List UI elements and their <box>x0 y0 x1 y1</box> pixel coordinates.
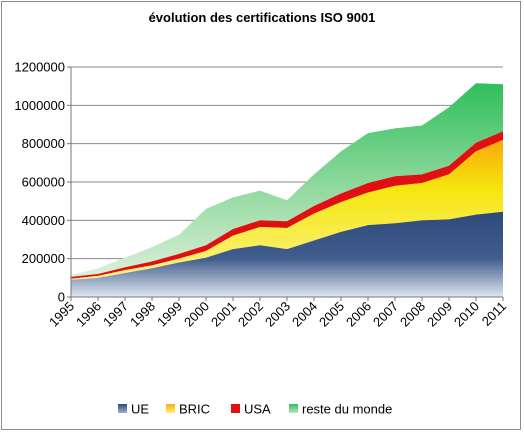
x-tick-label: 2002 <box>235 299 266 330</box>
area-bric <box>71 139 503 280</box>
legend-swatch <box>289 404 298 413</box>
x-tick-label: 1996 <box>73 299 104 330</box>
x-tick-label: 1999 <box>154 299 185 330</box>
y-tick-label: 400000 <box>22 213 65 228</box>
x-tick-label: 2005 <box>316 299 347 330</box>
area-ue <box>71 211 503 297</box>
area-reste-du-monde <box>71 83 503 277</box>
x-tick-label: 2003 <box>262 299 293 330</box>
legend-label: reste du monde <box>302 402 392 417</box>
x-tick-label: 1997 <box>100 299 131 330</box>
x-tick-label: 2006 <box>343 299 374 330</box>
legend: UE BRIC USA reste du monde <box>118 402 392 417</box>
x-tick-label: 2000 <box>181 299 212 330</box>
y-tick-label: 600000 <box>22 175 65 190</box>
y-tick-label: 1000000 <box>14 98 65 113</box>
legend-label: UE <box>131 402 149 417</box>
y-tick-label: 200000 <box>22 251 65 266</box>
x-tick-label: 1995 <box>46 299 77 330</box>
x-tick-label: 2010 <box>451 299 482 330</box>
y-tick-label: 0 <box>58 290 65 305</box>
x-tick-label: 1998 <box>127 299 158 330</box>
legend-label: BRIC <box>179 402 210 417</box>
x-tick-label: 2001 <box>208 299 239 330</box>
series-areas <box>71 83 503 297</box>
y-tick-label: 800000 <box>22 136 65 151</box>
legend-label: USA <box>244 402 271 417</box>
x-tick-label: 2011 <box>479 299 509 329</box>
x-tick-label: 2004 <box>289 299 320 330</box>
legend-swatch <box>166 404 175 413</box>
x-tick-label: 2007 <box>370 299 401 330</box>
axes <box>67 66 504 301</box>
x-tick-label: 2008 <box>397 299 428 330</box>
chart-title: évolution des certifications ISO 9001 <box>148 10 376 25</box>
legend-swatch <box>231 404 240 413</box>
legend-swatch <box>118 404 127 413</box>
y-tick-label: 1200000 <box>14 60 65 75</box>
x-tick-label: 2009 <box>424 299 455 330</box>
